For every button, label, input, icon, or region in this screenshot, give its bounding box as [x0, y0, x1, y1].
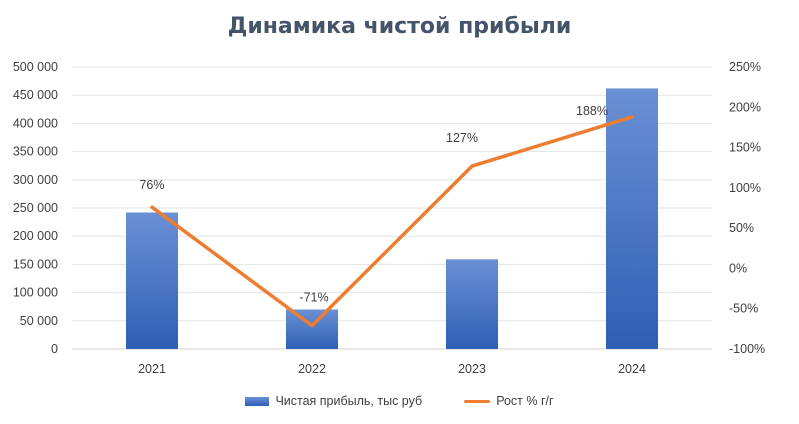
legend-swatch-bar	[245, 396, 270, 406]
x-tick-label: 2024	[618, 362, 646, 376]
line-point	[630, 115, 634, 119]
legend-item-growth: Рост % г/г	[464, 394, 554, 408]
y2-tick-label: -50%	[729, 302, 758, 316]
data-label: 188%	[576, 104, 608, 118]
data-label: 127%	[446, 131, 478, 145]
y-tick-label: 100 000	[13, 286, 58, 300]
line-series	[150, 115, 634, 328]
y-tick-label: 200 000	[13, 229, 58, 243]
chart-legend: Чистая прибыль, тыс руб Рост % г/г	[0, 394, 799, 408]
legend-label-profit: Чистая прибыль, тыс руб	[275, 394, 423, 408]
y2-tick-label: 0%	[729, 261, 747, 275]
data-label: 76%	[139, 178, 164, 192]
bar	[286, 309, 338, 349]
line-point	[310, 324, 314, 328]
y2-tick-label: 250%	[729, 60, 761, 74]
y2-tick-label: 150%	[729, 141, 761, 155]
line-point	[470, 164, 474, 168]
x-tick-label: 2021	[138, 362, 166, 376]
line-point	[150, 205, 154, 209]
y-tick-label: 450 000	[13, 88, 58, 102]
data-label: -71%	[299, 291, 328, 305]
y2-tick-label: -100%	[729, 342, 765, 356]
y2-tick-label: 100%	[729, 181, 761, 195]
legend-item-profit: Чистая прибыль, тыс руб	[245, 394, 422, 408]
y-tick-label: 350 000	[13, 145, 58, 159]
y-tick-label: 0	[51, 342, 58, 356]
x-tick-label: 2023	[458, 362, 486, 376]
y2-tick-label: 200%	[729, 100, 761, 114]
y-tick-label: 250 000	[13, 201, 58, 215]
bar	[606, 88, 658, 349]
legend-swatch-line	[464, 399, 491, 403]
y-tick-label: 50 000	[20, 314, 58, 328]
y-tick-label: 400 000	[13, 116, 58, 130]
y-tick-label: 500 000	[13, 60, 58, 74]
bar	[446, 259, 498, 349]
y-tick-label: 150 000	[13, 257, 58, 271]
y2-tick-label: 50%	[729, 221, 754, 235]
x-tick-label: 2022	[298, 362, 326, 376]
bar	[126, 212, 178, 349]
y-tick-label: 300 000	[13, 173, 58, 187]
chart-title: Динамика чистой прибыли	[227, 14, 572, 39]
legend-label-growth: Рост % г/г	[496, 394, 554, 408]
